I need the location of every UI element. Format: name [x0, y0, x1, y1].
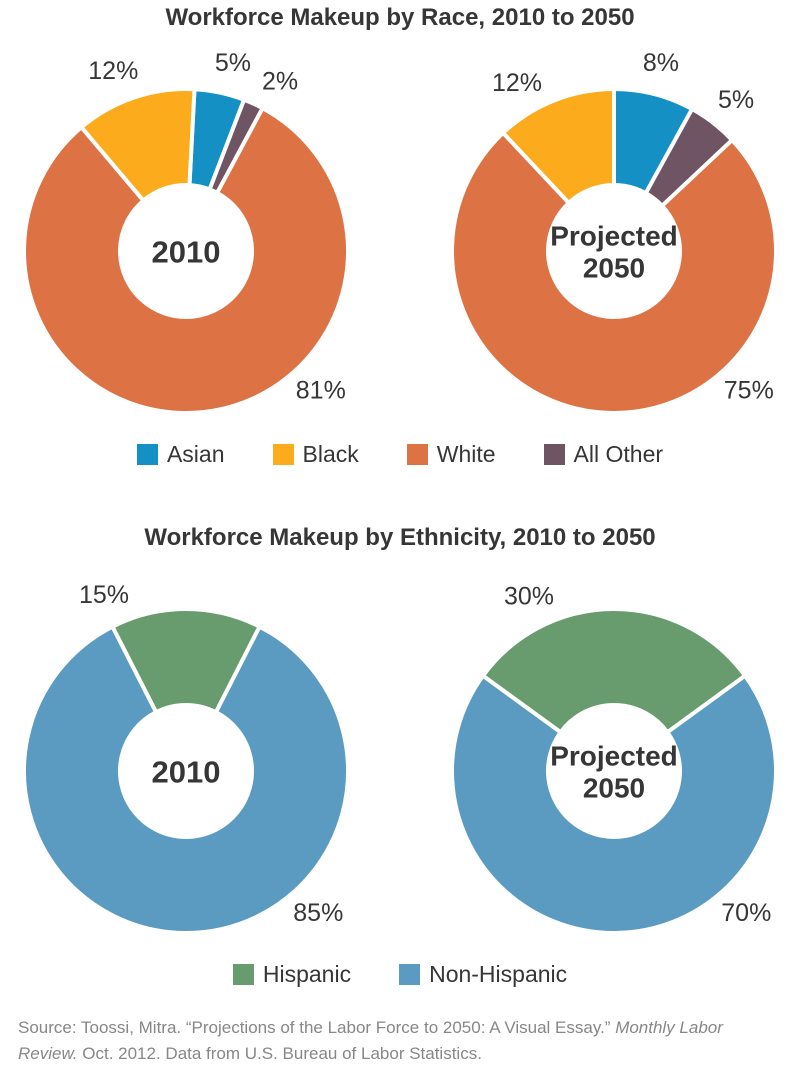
legend-swatch-black [272, 443, 294, 465]
donut-slice-white [450, 130, 778, 415]
donut-center-label: 2050 [583, 253, 645, 284]
legend-label: Hispanic [262, 960, 352, 987]
race-legend: Asian Black White All Other [0, 439, 800, 469]
slice-value-label-white: 81% [296, 377, 346, 405]
legend-label: Non-Hispanic [429, 960, 568, 987]
slice-value-label-non-hispanic: 85% [293, 899, 343, 927]
donut-slice-non-hispanic [22, 624, 350, 936]
slice-value-label-black: 12% [88, 57, 138, 85]
legend-swatch-white [406, 443, 428, 465]
race-donut-row: 5% 2% 81% 12% 2010 8% 5% 75% 12% Projected 2050 [0, 39, 800, 419]
slice-value-label-all-other: 2% [262, 67, 298, 95]
donut-slice-black [501, 87, 616, 205]
donut-slice-hispanic [480, 607, 748, 735]
legend-swatch-hispanic [232, 963, 254, 985]
legend-item-hispanic: Hispanic [232, 960, 352, 987]
legend-item-non-hispanic: Non-Hispanic [399, 960, 568, 987]
legend-label: Black [302, 440, 359, 467]
donut-slice-non-hispanic [450, 673, 778, 936]
slice-value-label-non-hispanic: 70% [721, 899, 771, 927]
donut-slice-black [79, 87, 197, 203]
donut-center-label: Projected [550, 741, 678, 772]
source-text-lead: Source: Toossi, Mitra. “Projections of t… [18, 1018, 616, 1037]
slice-value-label-hispanic: 15% [79, 581, 129, 609]
ethnicity-donut-row: 15% 85% 2010 30% 70% Projected 2050 [0, 559, 800, 939]
slice-value-label-black: 12% [492, 69, 542, 97]
legend-swatch-non-hispanic [399, 963, 421, 985]
slice-value-label-all-other: 5% [718, 86, 754, 114]
slice-value-label-asian: 8% [643, 49, 679, 77]
legend-swatch-all-other [543, 443, 565, 465]
legend-item-black: Black [272, 440, 359, 467]
legend-label: Asian [166, 440, 225, 467]
ethnicity-legend: Hispanic Non-Hispanic [0, 959, 800, 989]
race-2010-donut-chart: 5% 2% 81% 12% 2010 [22, 49, 350, 415]
slice-value-label-hispanic: 30% [504, 583, 554, 611]
source-citation: Source: Toossi, Mitra. “Projections of t… [18, 1015, 784, 1067]
slice-value-label-white: 75% [724, 377, 774, 405]
legend-item-asian: Asian [136, 440, 225, 467]
source-text-tail: Oct. 2012. Data from U.S. Bureau of Labo… [77, 1044, 482, 1063]
ethnicity-chart-title: Workforce Makeup by Ethnicity, 2010 to 2… [144, 524, 656, 551]
slice-value-label-asian: 5% [215, 49, 251, 77]
legend-item-white: White [406, 440, 496, 467]
donut-center-label: Projected [550, 221, 678, 252]
donut-center-label: 2010 [152, 755, 221, 790]
ethnicity-2010-donut-chart: 15% 85% 2010 [22, 581, 350, 936]
donut-slice-white [22, 106, 350, 415]
donut-center-label: 2010 [152, 235, 221, 270]
donut-slice-hispanic [110, 607, 262, 715]
legend-label: All Other [573, 440, 664, 467]
legend-label: White [436, 440, 496, 467]
source-journal-title: Monthly Labor Review. [18, 1018, 723, 1063]
legend-item-all-other: All Other [543, 440, 664, 467]
race-chart-title: Workforce Makeup by Race, 2010 to 2050 [165, 4, 635, 31]
legend-swatch-asian [136, 443, 158, 465]
donut-center-label: 2050 [583, 773, 645, 804]
